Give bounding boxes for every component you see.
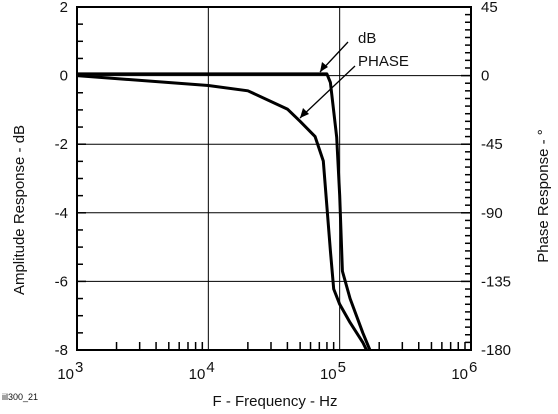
y-tick-label-left: 2 bbox=[60, 0, 68, 16]
y-tick-label-right: 0 bbox=[481, 68, 489, 85]
x-axis-label: F - Frequency - Hz bbox=[212, 393, 337, 410]
minor-ticks bbox=[77, 6, 471, 351]
y-tick-label-right: -90 bbox=[481, 205, 503, 222]
y-tick-labels-left: 2 0 -2 -4 -6 -8 bbox=[55, 0, 68, 359]
y-tick-labels-right: 45 0 -45 -90 -135 -180 bbox=[481, 0, 511, 359]
x-tick-label-base: 10 bbox=[189, 366, 206, 383]
annotations: dB PHASE bbox=[299, 30, 409, 119]
annotation-arrowhead-phase bbox=[300, 108, 309, 118]
y-tick-label-left: -6 bbox=[55, 273, 68, 290]
series-line-db bbox=[77, 72, 372, 351]
x-tick-label-exponent: 4 bbox=[206, 359, 214, 376]
y-tick-label-left: 0 bbox=[60, 68, 68, 85]
plot-frame bbox=[76, 6, 472, 351]
y-tick-label-right: -135 bbox=[481, 273, 511, 290]
annotation-phase: PHASE bbox=[358, 53, 409, 70]
grid-lines bbox=[76, 6, 472, 351]
x-tick-label-exponent: 3 bbox=[75, 359, 83, 376]
x-tick-label-base: 10 bbox=[451, 366, 468, 383]
x-tick-label-exponent: 5 bbox=[338, 359, 346, 376]
x-tick-labels: 10 3 10 4 10 5 10 6 bbox=[57, 359, 477, 383]
x-tick-label-base: 10 bbox=[320, 366, 337, 383]
y-axis-label-left: Amplitude Response - dB bbox=[11, 125, 28, 295]
data-series bbox=[76, 72, 372, 351]
x-tick-label-base: 10 bbox=[57, 366, 74, 383]
annotation-arrowhead-db bbox=[320, 62, 328, 72]
y-tick-label-left: -8 bbox=[55, 342, 68, 359]
y-tick-label-left: -4 bbox=[55, 205, 68, 222]
y-tick-label-right: -180 bbox=[481, 342, 511, 359]
annotation-db: dB bbox=[358, 30, 376, 47]
y-tick-label-left: -2 bbox=[55, 136, 68, 153]
y-axis-label-right: Phase Response - ° bbox=[535, 129, 552, 263]
y-tick-label-right: -45 bbox=[481, 136, 503, 153]
x-tick-label-exponent: 6 bbox=[469, 359, 477, 376]
y-tick-label-right: 45 bbox=[481, 0, 498, 16]
annotation-leader-phase bbox=[299, 65, 356, 119]
footnote-code: iil300_21 bbox=[2, 392, 38, 402]
series-line-phase bbox=[76, 74, 368, 351]
